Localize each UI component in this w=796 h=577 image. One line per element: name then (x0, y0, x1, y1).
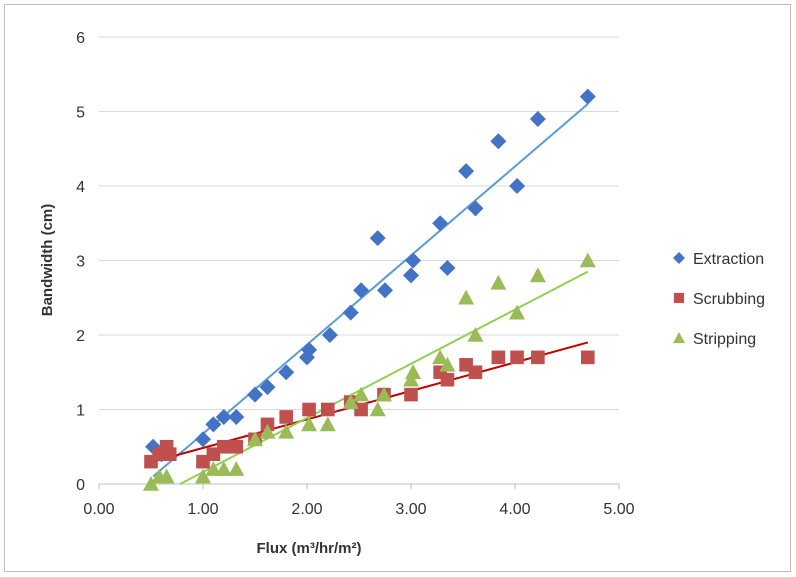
extraction-point (321, 327, 338, 343)
y-tick-label: 5 (76, 105, 85, 122)
stripping-point (490, 274, 507, 290)
scrubbing-point (217, 439, 231, 454)
y-tick-label: 1 (76, 403, 85, 420)
stripping-point (143, 476, 159, 491)
scrubbing-point (302, 402, 316, 417)
legend-label-extraction: Extraction (693, 251, 764, 268)
data-points (143, 88, 596, 491)
extraction-point (342, 304, 359, 321)
stripping-point (278, 423, 295, 439)
scrubbing-point (206, 447, 221, 461)
stripping-point (247, 431, 263, 447)
y-axis-title: Bandwidth (cm) (39, 204, 56, 317)
extraction-point (458, 163, 475, 180)
x-tick-label: 4.00 (499, 501, 530, 518)
stripping-point (375, 386, 392, 402)
extraction-point (215, 408, 232, 425)
legend-marker-stripping (673, 332, 685, 344)
stripping-point (509, 304, 526, 320)
y-tick-label: 4 (76, 179, 85, 196)
stripping-point (432, 349, 449, 365)
extraction-point (353, 282, 370, 299)
stripping-point (319, 416, 336, 432)
x-tick-label: 1.00 (187, 501, 218, 518)
stripping-point (467, 327, 484, 342)
gridlines (99, 36, 619, 410)
x-axis-title: Flux (m³/hr/m²) (257, 540, 362, 557)
scrubbing-point (510, 350, 524, 365)
scrubbing-point (491, 350, 506, 365)
extraction-trendline (152, 103, 589, 478)
scrubbing-point (321, 402, 335, 417)
scrubbing-point (531, 350, 545, 365)
stripping-point (529, 267, 546, 283)
stripping-point (215, 461, 232, 476)
extraction-point (579, 88, 596, 105)
y-tick-label: 6 (76, 30, 85, 47)
scrubbing-point (404, 387, 418, 402)
extraction-point (228, 408, 245, 425)
extraction-point (259, 379, 276, 396)
x-tick-label: 5.00 (603, 501, 634, 518)
stripping-point (458, 289, 475, 305)
scrubbing-point (581, 350, 595, 365)
stripping-point (439, 356, 456, 372)
stripping-point (342, 394, 359, 409)
extraction-point (377, 282, 393, 299)
stripping-point (205, 461, 222, 476)
scrubbing-point (162, 447, 177, 461)
stripping-point (403, 371, 419, 387)
scrubbing-point (229, 439, 244, 454)
y-tick-label: 3 (76, 254, 85, 271)
stripping-point (353, 386, 370, 402)
x-tick-label: 0.00 (83, 501, 114, 518)
tick-labels: 0 1 2 3 4 5 6 0.00 1.00 2.00 3.00 4.00 5.00 (76, 30, 635, 518)
legend-marker-extraction (673, 252, 685, 264)
extraction-point (195, 431, 211, 448)
y-tick-label: 2 (76, 328, 85, 345)
y-tick-label: 0 (76, 477, 85, 494)
stripping-point (195, 468, 211, 484)
stripping-point (228, 461, 245, 476)
extraction-point (467, 200, 484, 217)
extraction-point (301, 341, 318, 358)
legend: Extraction Scrubbing Stripping (673, 251, 765, 348)
scrubbing-point (354, 402, 368, 417)
extraction-point (403, 267, 419, 284)
extraction-point (432, 215, 449, 232)
scrubbing-point (279, 410, 293, 424)
extraction-point (405, 252, 422, 269)
extraction-point (509, 178, 526, 194)
stripping-point (259, 423, 276, 439)
stripping-point (579, 252, 596, 268)
x-tick-label: 2.00 (291, 501, 322, 518)
stripping-point (369, 401, 386, 417)
stripping-point (301, 416, 318, 432)
extraction-point (529, 110, 546, 127)
x-tick-label: 3.00 (395, 501, 426, 518)
scrubbing-point (196, 454, 210, 469)
chart-frame (4, 4, 791, 572)
legend-marker-scrubbing (673, 292, 685, 304)
scrubbing-point (440, 372, 455, 387)
extraction-point (369, 230, 386, 247)
stripping-point (405, 364, 422, 380)
legend-label-stripping: Stripping (693, 331, 756, 348)
axes (98, 483, 620, 489)
extraction-point (490, 133, 507, 150)
legend-label-scrubbing: Scrubbing (693, 291, 765, 308)
scrubbing-point (468, 365, 483, 380)
stripping-point (158, 468, 175, 484)
extraction-point (247, 386, 263, 403)
extraction-point (205, 416, 222, 433)
extraction-point (278, 364, 295, 381)
extraction-point (439, 259, 456, 276)
stripping-trendline (179, 270, 589, 485)
